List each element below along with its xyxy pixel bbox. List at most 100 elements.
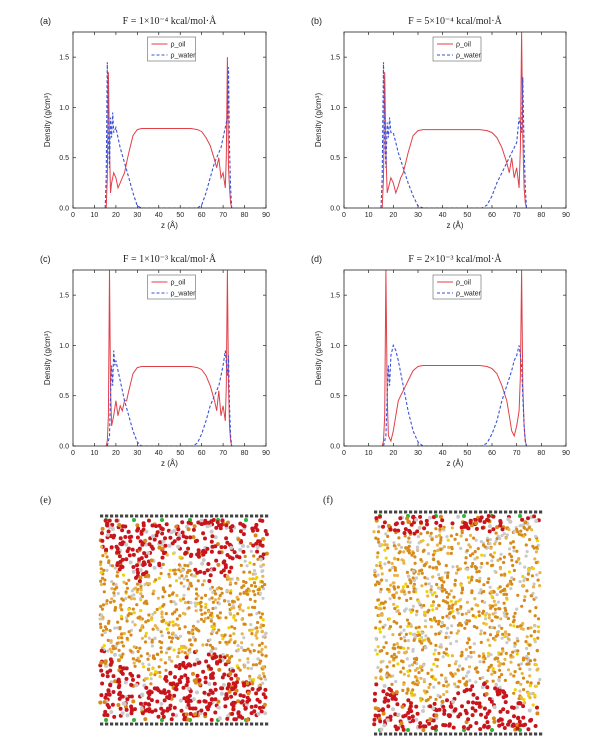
- atom: [193, 637, 197, 642]
- atom: [181, 660, 186, 665]
- atom: [487, 709, 492, 714]
- atom: [113, 652, 117, 657]
- atom: [209, 666, 213, 671]
- atom: [161, 551, 166, 556]
- wall-atom: [195, 722, 199, 726]
- atom: [406, 688, 410, 693]
- atom: [243, 622, 247, 626]
- atom: [147, 636, 151, 640]
- atom: [167, 594, 171, 598]
- atom: [518, 667, 522, 671]
- atom: [372, 698, 377, 703]
- atom: [410, 663, 415, 667]
- atom: [118, 706, 123, 711]
- atom: [129, 694, 134, 699]
- atom: [518, 723, 523, 728]
- atom: [485, 679, 489, 684]
- atom: [150, 534, 155, 539]
- wall-atom: [459, 510, 463, 514]
- atom: [416, 681, 421, 685]
- atom: [130, 589, 134, 593]
- atom: [159, 571, 163, 576]
- atom: [450, 654, 454, 658]
- wall-atom: [100, 514, 104, 518]
- atom: [193, 680, 198, 685]
- atom: [181, 663, 186, 668]
- atom: [225, 540, 230, 545]
- atom: [490, 594, 494, 599]
- atom: [177, 666, 182, 671]
- wall-atom: [195, 514, 199, 518]
- atom: [426, 594, 430, 598]
- atom: [443, 588, 447, 592]
- atom: [200, 596, 204, 600]
- atom: [485, 685, 490, 690]
- atom: [178, 627, 182, 631]
- atom: [219, 545, 224, 550]
- atom: [437, 533, 442, 538]
- atom: [112, 599, 116, 603]
- atom: [186, 564, 190, 568]
- atom: [238, 693, 243, 698]
- atom: [257, 650, 261, 654]
- atom: [158, 540, 163, 545]
- atom: [417, 625, 421, 629]
- atom: [223, 599, 227, 603]
- atom: [386, 523, 391, 528]
- atom: [452, 615, 456, 619]
- atom: [108, 668, 113, 673]
- atom: [425, 590, 429, 594]
- x-tick-label: 30: [414, 450, 422, 457]
- atom: [434, 527, 438, 531]
- atom: [420, 648, 425, 652]
- atom: [380, 572, 384, 576]
- atom: [504, 693, 509, 698]
- atom: [249, 666, 254, 671]
- plot-frame: [72, 269, 267, 447]
- x-tick-label: 30: [133, 450, 141, 457]
- atom: [482, 706, 487, 711]
- atom: [442, 545, 446, 549]
- atom: [129, 612, 133, 616]
- atom: [164, 651, 169, 655]
- atom: [449, 631, 453, 635]
- atom: [184, 574, 189, 578]
- atom: [389, 583, 393, 587]
- atom: [428, 565, 432, 569]
- atom: [103, 695, 108, 700]
- atom: [412, 590, 416, 594]
- atom: [411, 688, 415, 692]
- panel-label: (a): [40, 16, 51, 26]
- wall-atom: [100, 722, 104, 726]
- atom: [530, 528, 534, 532]
- atom: [123, 535, 128, 539]
- wall-atom: [140, 514, 144, 518]
- atom: [135, 523, 140, 528]
- atom: [120, 694, 125, 699]
- atom: [465, 641, 470, 645]
- atom: [206, 562, 211, 566]
- atom: [220, 686, 225, 691]
- atom: [134, 683, 139, 688]
- atom: [507, 527, 511, 532]
- atom: [512, 624, 516, 628]
- atom: [126, 529, 131, 534]
- atom: [168, 568, 172, 572]
- atom: [172, 551, 176, 555]
- x-tick-label: 60: [488, 212, 496, 219]
- atom: [151, 592, 155, 596]
- atom: [440, 699, 445, 704]
- atom: [161, 539, 166, 544]
- atom: [464, 682, 468, 687]
- atom: [258, 557, 263, 562]
- atom: [159, 630, 163, 634]
- atom: [483, 600, 487, 605]
- atom: [243, 554, 247, 559]
- atom: [373, 713, 378, 718]
- atom: [402, 672, 406, 676]
- atom: [147, 613, 151, 617]
- atom: [487, 613, 491, 617]
- atom: [464, 674, 468, 678]
- atom: [222, 672, 227, 677]
- atom: [525, 528, 529, 532]
